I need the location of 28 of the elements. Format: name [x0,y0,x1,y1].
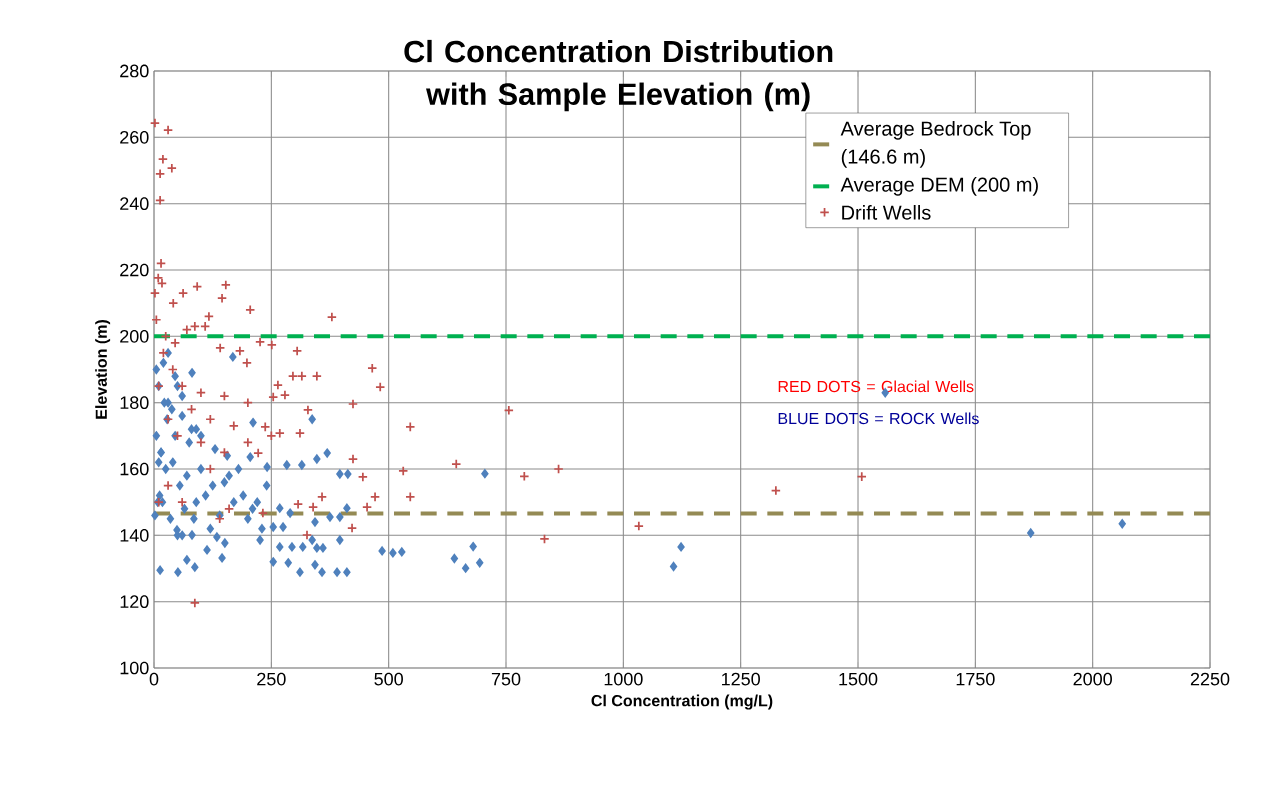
annotation: BLUE DOTS = ROCK Wells [778,412,979,425]
x-tick-label: 1000 [604,672,643,686]
x-tick-label: 500 [374,672,403,686]
chart-title: Cl Concentration Distribution with Sample Elevation (m) [404,39,833,112]
x-axis-title: Cl Concentration (mg/L) [591,694,773,710]
y-tick-label: 180 [120,396,149,410]
annotation: RED DOTS = Glacial Wells [778,380,974,393]
y-tick-label: 240 [120,197,149,211]
legend-label: Average DEM (200 m) [840,177,1038,196]
y-tick-label: 160 [120,462,149,476]
y-tick-label: 100 [120,661,149,675]
legend-label: Average Bedrock Top (146.6 m) [840,121,1031,168]
y-tick-label: 120 [120,595,149,609]
x-tick-label: 1500 [839,672,878,686]
x-tick-label: 0 [149,672,159,686]
y-tick-label: 220 [120,263,149,277]
x-tick-label: 2000 [1073,672,1112,686]
y-tick-label: 200 [120,329,149,343]
y-tick-label: 260 [120,130,149,144]
x-tick-label: 1250 [722,672,760,686]
y-tick-label: 140 [120,528,149,542]
y-axis-title: Elevation (m) [95,320,111,419]
x-tick-label: 750 [491,672,521,686]
x-tick-label: 2250 [1190,672,1230,686]
x-tick-label: 1750 [956,672,995,686]
y-tick-label: 280 [120,64,149,78]
legend-label: Drift Wells [842,205,931,220]
x-tick-label: 250 [257,672,286,686]
